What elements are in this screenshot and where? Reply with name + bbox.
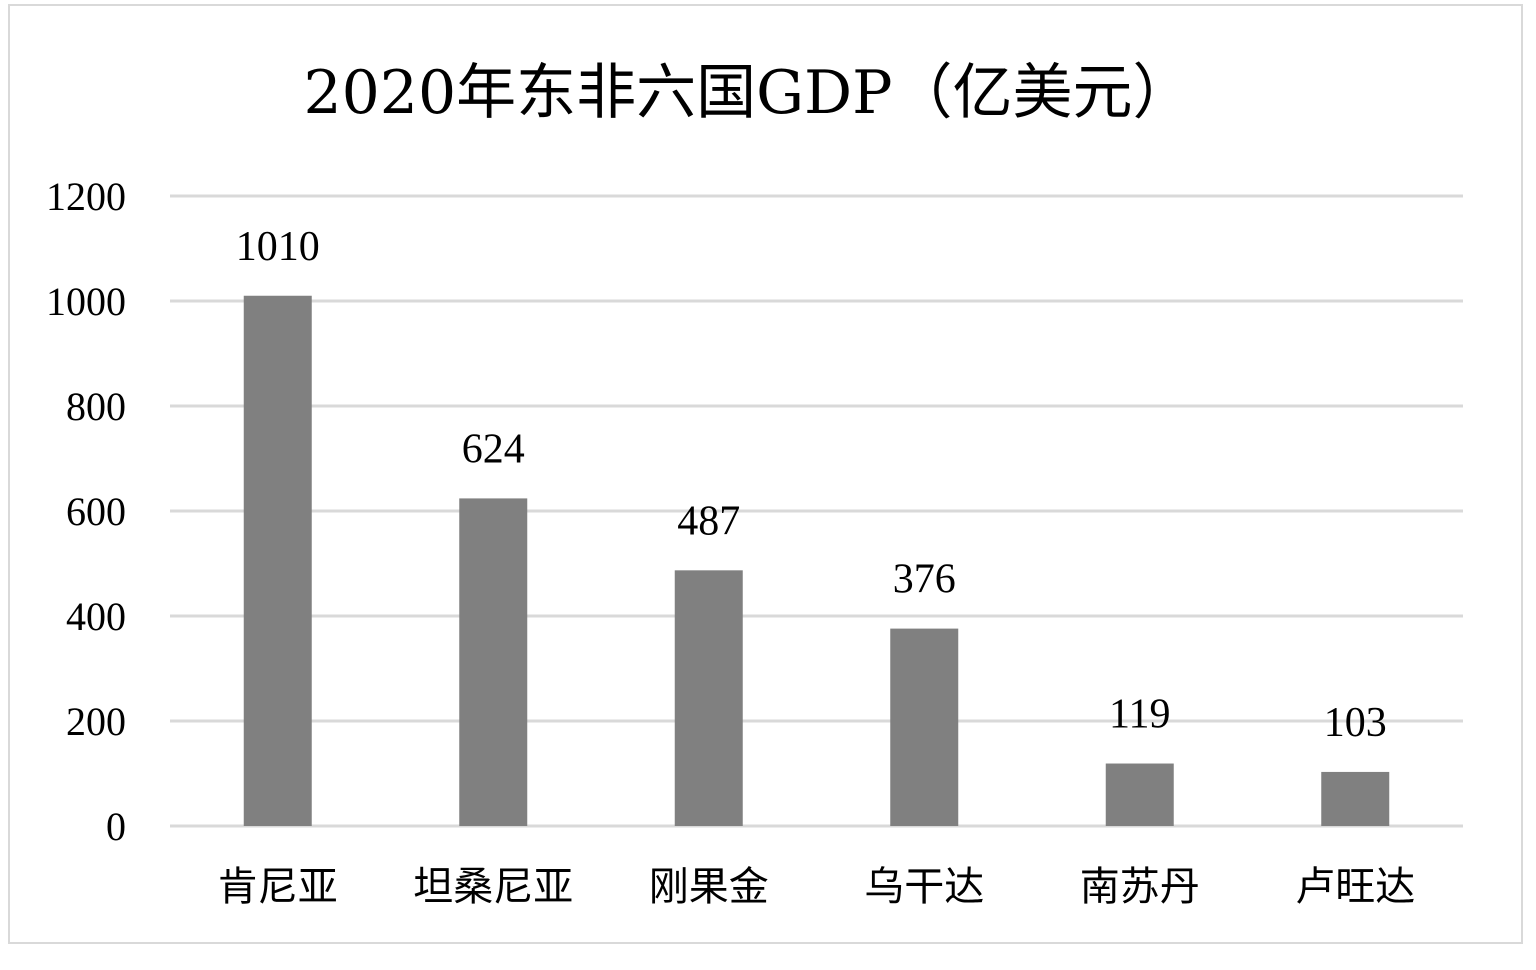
y-tick-label: 1200 — [46, 174, 126, 219]
data-label: 376 — [893, 557, 956, 603]
bar — [890, 628, 959, 826]
data-label: 119 — [1109, 692, 1170, 738]
bars — [243, 295, 1390, 826]
data-labels: 1010 624 487 376 119 103 — [236, 224, 1387, 746]
y-tick-label: 200 — [66, 699, 126, 744]
y-tick-label: 600 — [66, 489, 126, 534]
x-axis-categories: 肯尼亚 坦桑尼亚 刚果金 乌干达 南苏丹 卢旺达 — [218, 864, 1416, 910]
data-label: 103 — [1324, 700, 1387, 746]
category-label: 肯尼亚 — [218, 864, 338, 910]
y-tick-label: 0 — [106, 804, 126, 849]
y-axis-ticks: 0 200 400 600 800 1000 1200 — [46, 174, 126, 849]
bar — [243, 295, 312, 826]
data-label: 1010 — [236, 224, 320, 270]
y-tick-label: 400 — [66, 594, 126, 639]
bar — [674, 570, 743, 826]
data-label: 487 — [677, 498, 740, 544]
bar — [1105, 763, 1174, 826]
chart-title: 2020年东非六国GDP（亿美元） — [303, 58, 1192, 128]
category-label: 乌干达 — [864, 864, 984, 910]
grid-lines — [170, 194, 1463, 828]
y-tick-label: 1000 — [46, 279, 126, 324]
y-tick-label: 800 — [66, 384, 126, 429]
data-label: 624 — [462, 426, 525, 472]
category-label: 卢旺达 — [1295, 864, 1415, 910]
category-label: 刚果金 — [649, 864, 769, 910]
bar — [459, 498, 528, 826]
category-label: 南苏丹 — [1080, 864, 1200, 910]
bar — [1321, 771, 1390, 826]
category-label: 坦桑尼亚 — [413, 864, 573, 910]
